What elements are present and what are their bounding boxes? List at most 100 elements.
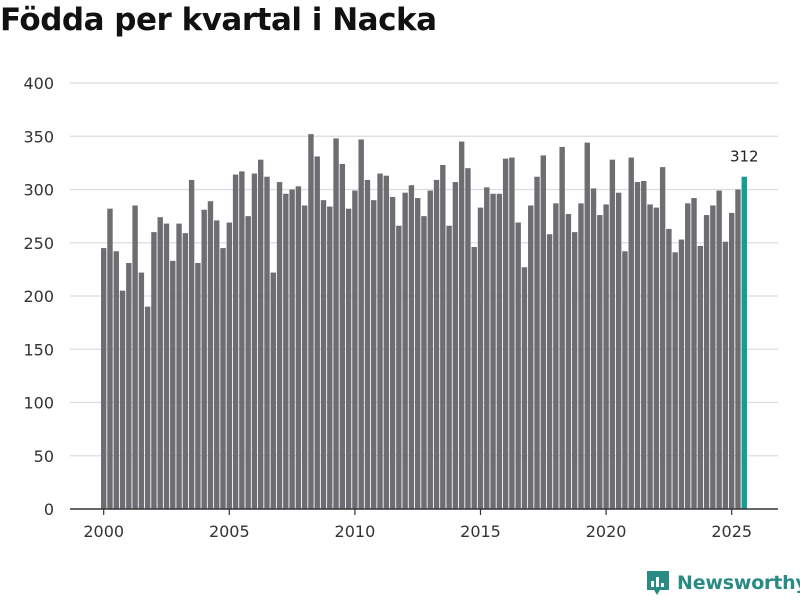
- x-tick-label: 2005: [209, 522, 250, 541]
- x-axis: 2000 2005 2010 2015 2020 2025: [70, 508, 778, 541]
- bar: [609, 159, 616, 509]
- bar: [729, 212, 735, 509]
- bar: [691, 198, 697, 509]
- bar: [647, 204, 653, 509]
- bar: [295, 186, 302, 509]
- bar: [170, 260, 176, 509]
- brand-logo[interactable]: Newsworthy: [645, 569, 800, 597]
- bar: [534, 176, 540, 509]
- bar: [245, 216, 251, 510]
- y-tick-label: 0: [44, 500, 54, 519]
- bar: [214, 220, 220, 509]
- bar: [264, 176, 270, 509]
- bar: [358, 139, 364, 509]
- bar: [408, 185, 415, 510]
- newsworthy-logo-icon: [647, 571, 669, 595]
- bar: [396, 225, 402, 509]
- bar: [553, 203, 559, 509]
- bar: [132, 205, 138, 509]
- y-tick-label: 300: [23, 181, 54, 200]
- x-tick-label: 2025: [711, 522, 752, 541]
- bar: [559, 146, 565, 509]
- x-tick-label: 2000: [83, 522, 124, 541]
- bar: [515, 222, 521, 509]
- bar: [383, 175, 389, 509]
- bar: [402, 192, 408, 509]
- bar: [615, 192, 622, 509]
- y-tick-label: 200: [23, 287, 54, 306]
- bar: [678, 239, 685, 509]
- bar: [258, 159, 264, 509]
- bar: [584, 142, 590, 509]
- bar: [163, 223, 170, 509]
- bar: [452, 182, 459, 510]
- bar: [113, 251, 119, 509]
- bar: [722, 241, 729, 509]
- bar: [364, 179, 371, 510]
- bar: [308, 134, 314, 509]
- bar: [634, 182, 641, 510]
- bar: [220, 248, 226, 509]
- bar: [540, 155, 546, 510]
- bar: [546, 234, 553, 510]
- y-axis-labels: 0 50 100 150 200 250 300 350 400: [23, 74, 54, 519]
- bar: [314, 156, 320, 510]
- bar: [622, 251, 628, 509]
- bar: [157, 217, 163, 509]
- bar: [628, 157, 634, 510]
- bar: [666, 228, 672, 509]
- bar: [465, 168, 471, 509]
- bar: [672, 252, 678, 509]
- bar: [270, 272, 276, 509]
- bar: [641, 180, 647, 510]
- bar: [653, 207, 660, 510]
- bar: [484, 187, 490, 509]
- bar: [144, 306, 151, 509]
- x-tick-label: 2020: [586, 522, 627, 541]
- bar: [107, 208, 113, 510]
- data-label: 312: [730, 148, 759, 166]
- bar: [710, 205, 716, 509]
- bar: [597, 215, 603, 509]
- y-tick-label: 400: [23, 74, 54, 93]
- bar: [565, 214, 572, 509]
- x-tick-label: 2010: [335, 522, 376, 541]
- bar: [352, 190, 358, 509]
- bar: [345, 208, 352, 510]
- bar: [458, 141, 465, 509]
- y-tick-label: 250: [23, 234, 54, 253]
- bar: [389, 196, 396, 509]
- bar: [578, 203, 584, 509]
- bar: [603, 204, 609, 509]
- bar: [188, 179, 195, 510]
- bar: [490, 193, 496, 509]
- x-tick-label: 2015: [460, 522, 501, 541]
- bar: [377, 173, 383, 509]
- bar: [327, 206, 333, 510]
- bar: [446, 225, 452, 509]
- bar: [320, 200, 327, 509]
- bar: [496, 193, 503, 509]
- bar: [226, 222, 232, 509]
- bar: [421, 216, 427, 510]
- bar: [119, 290, 126, 509]
- bar: [659, 167, 666, 509]
- bar: [176, 223, 182, 509]
- bar: [251, 173, 258, 509]
- bar: [590, 188, 597, 509]
- y-tick-label: 150: [23, 340, 54, 359]
- bar: [339, 163, 346, 509]
- bar: [509, 157, 515, 510]
- y-tick-label: 100: [23, 394, 54, 413]
- bar: [151, 232, 157, 509]
- bar: [333, 138, 339, 509]
- bar: [477, 207, 484, 510]
- bar: [528, 205, 534, 509]
- annotations: 312: [730, 148, 759, 166]
- bar: [521, 267, 528, 509]
- chart-title: Födda per kvartal i Nacka: [0, 2, 437, 38]
- bar: [239, 171, 245, 509]
- bar: [232, 174, 239, 509]
- bars: [101, 134, 747, 510]
